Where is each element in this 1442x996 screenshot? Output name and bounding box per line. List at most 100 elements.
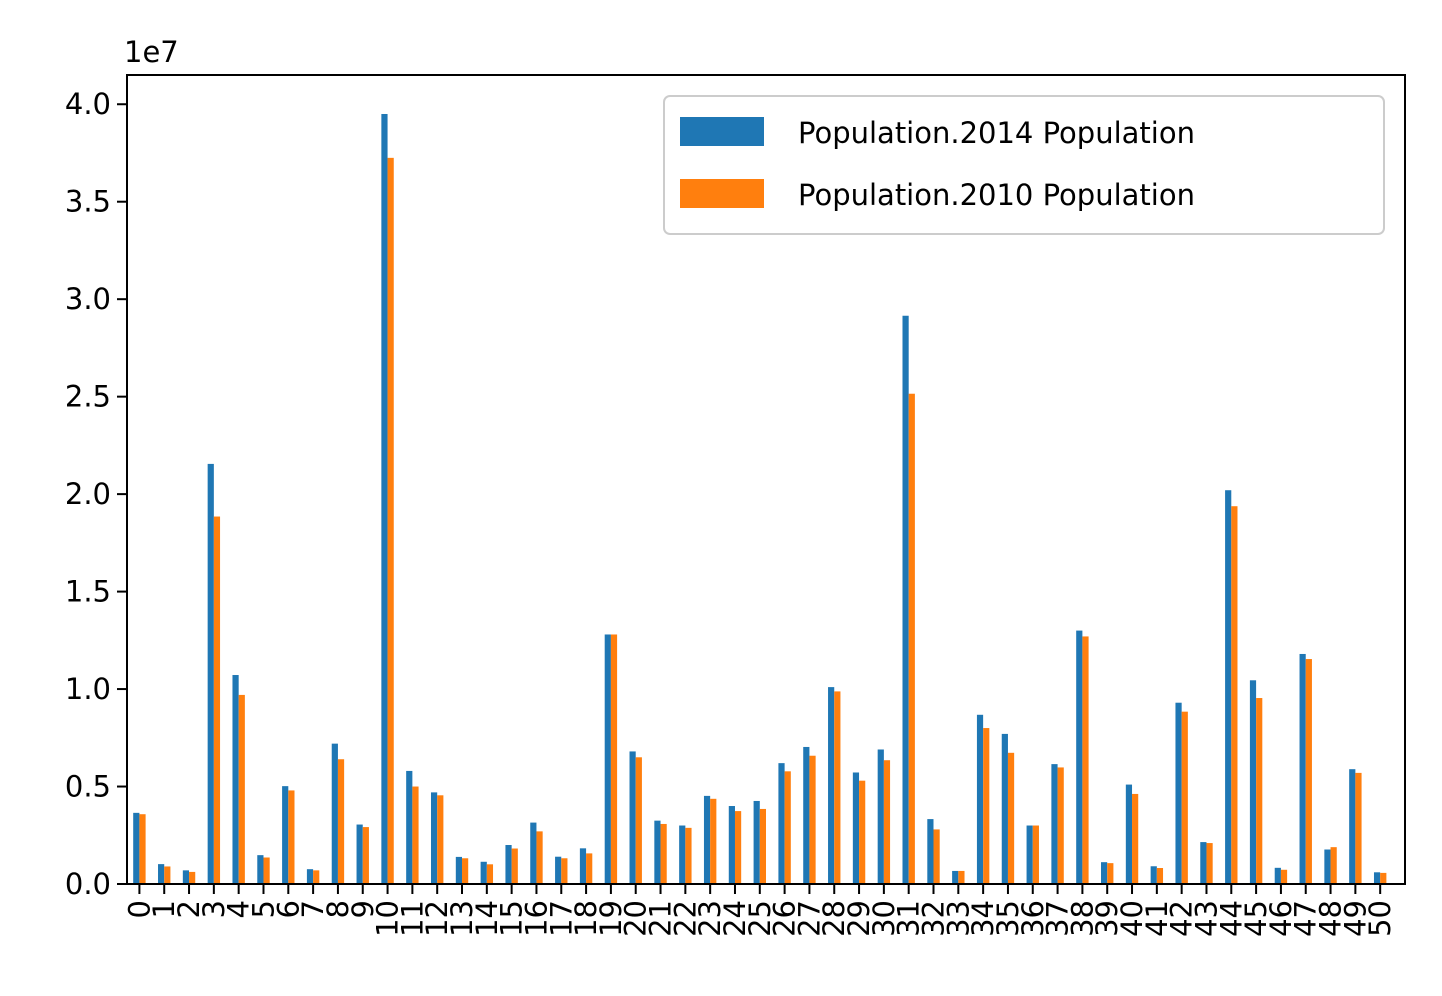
bar-2010-27: [809, 755, 816, 884]
bar-2014-35: [1001, 733, 1008, 884]
x-tick-label: 27: [792, 900, 826, 937]
x-tick-label: 7: [296, 900, 330, 918]
x-tick-label: 1: [147, 900, 181, 918]
bar-2010-18: [586, 853, 593, 884]
bar-2014-44: [1225, 490, 1232, 884]
x-tick-label: 35: [991, 900, 1025, 937]
bar-2010-22: [685, 827, 692, 884]
y-tick-label: 0.0: [65, 867, 111, 901]
x-tick-label: 3: [197, 900, 231, 918]
x-tick-label: 12: [420, 900, 454, 937]
y-tick-label: 1.0: [65, 672, 111, 706]
bar-2010-14: [486, 864, 494, 884]
bar-2014-45: [1249, 680, 1257, 884]
x-tick-label: 40: [1115, 900, 1149, 937]
bar-2010-36: [1032, 825, 1039, 884]
x-tick-label: 44: [1214, 900, 1248, 937]
x-tick-label: 38: [1065, 900, 1099, 937]
bar-2010-16: [536, 831, 543, 884]
bar-2014-26: [778, 763, 785, 884]
bar-2010-2: [189, 871, 196, 884]
x-tick-label: 26: [768, 900, 802, 937]
bar-2010-34: [983, 728, 990, 884]
bar-2014-11: [406, 770, 413, 884]
bar-2010-3: [213, 516, 221, 884]
x-tick-label: 8: [321, 900, 355, 918]
bar-2014-22: [679, 825, 686, 884]
legend-label-2014: Population.2014 Population: [798, 116, 1195, 150]
bar-2014-10: [381, 113, 388, 885]
bar-2014-21: [654, 820, 661, 884]
x-tick-label: 17: [544, 900, 578, 937]
bar-2014-50: [1373, 872, 1381, 884]
x-tick-label: 47: [1289, 900, 1323, 937]
x-tick-label: 49: [1338, 900, 1372, 937]
bar-2010-19: [610, 634, 618, 884]
bar-2010-38: [1082, 636, 1089, 884]
bar-2014-15: [505, 845, 512, 884]
bar-2014-18: [579, 848, 587, 884]
legend-swatch-2010: [680, 179, 764, 208]
y-tick-label: 2.0: [65, 477, 111, 511]
bar-2014-46: [1274, 867, 1281, 884]
bar-2014-31: [902, 315, 909, 884]
bar-2014-48: [1324, 849, 1331, 884]
legend-swatch-2014: [680, 117, 764, 146]
bar-2014-24: [728, 806, 735, 884]
x-tick-label: 24: [718, 900, 752, 937]
bar-2014-43: [1200, 842, 1207, 884]
bar-2014-28: [828, 687, 835, 884]
bar-2010-40: [1132, 793, 1139, 884]
bar-2014-37: [1051, 764, 1058, 884]
y-tick-label: 4.0: [65, 87, 111, 121]
bar-2010-13: [462, 858, 469, 884]
x-tick-label: 37: [1041, 900, 1075, 937]
bar-2010-33: [958, 870, 965, 884]
bar-2014-39: [1101, 862, 1108, 884]
bar-2014-0: [133, 812, 140, 884]
bar-2010-26: [784, 771, 791, 884]
bar-2010-11: [412, 786, 419, 884]
x-tick-label: 50: [1363, 900, 1397, 937]
bar-2010-12: [437, 795, 444, 884]
y-axis: 0.0 0.5 1.0 1.5 2.0 2.5 3.0 3.5 4.0: [65, 87, 127, 901]
x-tick-label: 33: [941, 900, 975, 937]
bar-2010-25: [759, 808, 766, 884]
bar-2010-15: [511, 848, 518, 884]
x-tick-label: 22: [668, 900, 702, 937]
x-tick-label: 18: [569, 900, 603, 937]
bar-2014-4: [232, 675, 239, 884]
bar-2014-8: [331, 743, 338, 884]
x-tick-label: 4: [222, 900, 256, 918]
bar-2010-44: [1231, 506, 1238, 884]
bar-2010-32: [933, 829, 940, 884]
bar-2010-28: [834, 691, 841, 884]
bar-2014-29: [852, 772, 860, 884]
x-tick-label: 34: [966, 900, 1000, 937]
x-tick-label: 10: [371, 900, 405, 937]
bar-2014-34: [976, 714, 984, 884]
bar-2010-41: [1156, 868, 1164, 884]
bar-2010-23: [710, 798, 717, 884]
y-offset-label: 1e7: [124, 35, 179, 69]
x-tick-label: 16: [519, 900, 553, 937]
bar-2010-46: [1280, 869, 1288, 884]
bar-2010-49: [1355, 772, 1362, 884]
bar-2014-6: [282, 786, 289, 884]
x-tick-label: 30: [867, 900, 901, 937]
bar-2010-6: [288, 790, 295, 884]
bar-2014-42: [1175, 702, 1182, 884]
x-tick-label: 2: [172, 900, 206, 918]
bar-2010-45: [1256, 698, 1263, 884]
bar-2010-47: [1305, 659, 1312, 884]
bar-2014-5: [257, 855, 264, 884]
bar-2010-24: [734, 811, 742, 884]
bar-2014-49: [1349, 769, 1356, 884]
bar-2014-38: [1076, 630, 1083, 884]
bar-2014-25: [753, 800, 760, 884]
x-tick-label: 45: [1239, 900, 1273, 937]
bar-2014-19: [604, 634, 611, 884]
x-tick-label: 9: [346, 900, 380, 918]
x-tick-label: 32: [917, 900, 951, 937]
